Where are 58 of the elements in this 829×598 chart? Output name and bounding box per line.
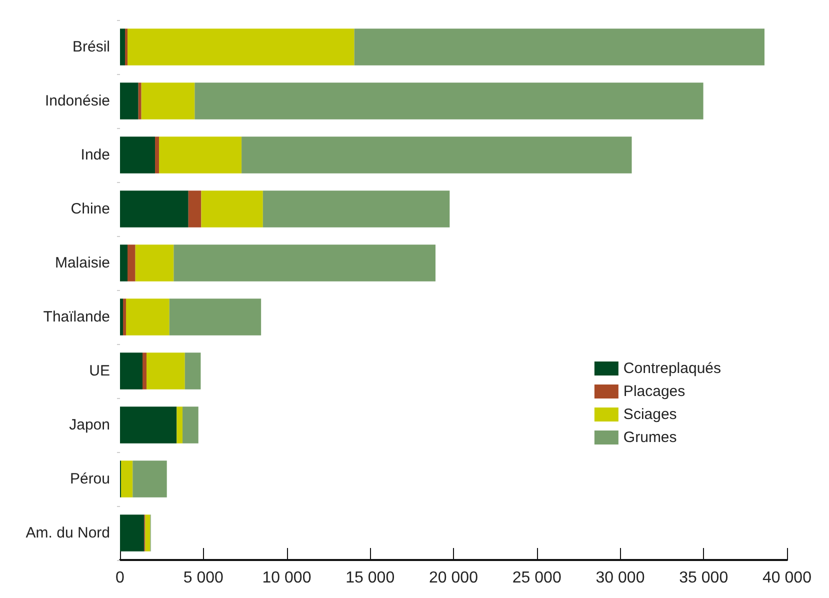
x-tick-label: 35 000 (679, 570, 728, 586)
x-tick-label: 0 (116, 570, 125, 586)
y-tick-label: Chine (70, 200, 110, 218)
x-tick-label: 30 000 (596, 570, 645, 586)
bar (120, 28, 126, 66)
y-tick-label: Malaisie (54, 254, 110, 272)
x-tick-label: 5 000 (183, 570, 224, 586)
x-tick-label: 25 000 (512, 570, 562, 586)
bar (142, 352, 147, 390)
bar (132, 460, 167, 498)
bar (120, 244, 128, 282)
bar (138, 82, 142, 120)
legend-label: Sciages (623, 406, 677, 423)
bar (242, 136, 632, 174)
y-tick-label: UE (89, 362, 110, 380)
bar (120, 406, 177, 444)
bar (128, 244, 136, 282)
bar (146, 352, 185, 390)
legend-label: Placages (623, 383, 686, 400)
bar (194, 82, 704, 120)
bar (188, 190, 202, 228)
y-tick-label: Japon (69, 416, 110, 434)
x-tick-label: 40 000 (762, 570, 812, 586)
bar (201, 190, 263, 228)
bar (120, 298, 123, 336)
bar (120, 82, 138, 120)
x-tick-label: 20 000 (429, 570, 478, 586)
bar (128, 28, 354, 66)
y-tick-label: Am. du Nord (26, 524, 110, 542)
bar (120, 514, 144, 552)
bar (262, 190, 450, 228)
y-tick-label: Pérou (70, 470, 110, 488)
x-tick-label: 15 000 (346, 570, 395, 586)
bar (169, 298, 262, 336)
bar (120, 136, 156, 174)
bar (145, 514, 150, 552)
bar (120, 352, 143, 390)
bar (120, 190, 188, 228)
y-tick-label: Inde (80, 146, 110, 164)
bar (354, 28, 764, 66)
y-tick-label: Thaïlande (43, 308, 110, 326)
bar (176, 406, 183, 444)
bar (135, 244, 174, 282)
x-tick-label: 10 000 (262, 570, 312, 586)
y-tick-label: Brésil (72, 38, 110, 56)
bar (121, 460, 133, 498)
bar (141, 82, 195, 120)
legend-label: Grumes (623, 429, 677, 446)
y-tick-label: Indonésie (44, 92, 110, 110)
legend-label: Contreplaqués (623, 360, 722, 377)
bar (155, 136, 160, 174)
bar (182, 406, 198, 444)
bar (125, 28, 128, 66)
bar (126, 298, 170, 336)
bar (184, 352, 201, 390)
bar (159, 136, 242, 174)
bar (123, 298, 126, 336)
bar (174, 244, 436, 282)
